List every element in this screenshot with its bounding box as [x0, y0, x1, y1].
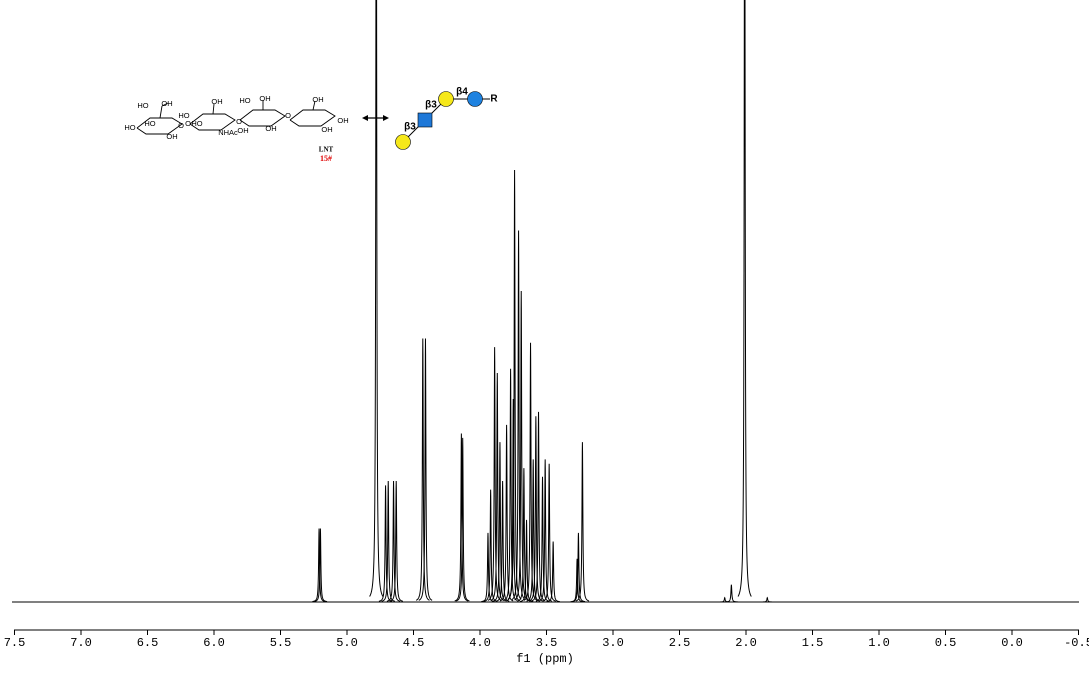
x-tick-label: 1.0 [868, 636, 890, 650]
glycan-label: β4 [456, 87, 468, 98]
glycan-label: R [490, 94, 498, 105]
peak [418, 338, 433, 601]
peak [760, 596, 774, 603]
x-tick-label: 6.0 [203, 636, 225, 650]
atom-label: HO [239, 96, 250, 105]
peak [542, 463, 556, 602]
x-tick-label: 7.0 [70, 636, 92, 650]
atom-label: O [185, 119, 191, 128]
peak [538, 459, 552, 602]
atom-label: OH [237, 126, 248, 135]
peak [506, 398, 521, 602]
glycan-label: β3 [425, 100, 437, 111]
galactose [438, 91, 454, 107]
x-tick-label: 2.0 [735, 636, 757, 650]
peak [718, 596, 732, 603]
peak [737, 0, 752, 597]
x-tick-label: 3.5 [536, 636, 558, 650]
glycan-label: β3 [404, 122, 416, 133]
x-tick-label: 5.5 [270, 636, 292, 650]
x-tick-label: 1.5 [802, 636, 824, 650]
peak [535, 476, 550, 602]
peak [378, 485, 393, 602]
x-axis-label: f1 (ppm) [516, 652, 574, 666]
atom-label: O [178, 121, 184, 130]
peak [575, 442, 590, 602]
atom-label: HO [144, 119, 155, 128]
x-tick-label: 0.0 [1001, 636, 1023, 650]
peak [490, 373, 505, 601]
peak [415, 338, 430, 601]
peak [519, 519, 534, 602]
peak [514, 290, 529, 601]
glucose [467, 91, 483, 107]
x-tick-label: 4.0 [469, 636, 491, 650]
atom-label: OH [161, 99, 172, 108]
peak [369, 0, 384, 597]
peak [381, 481, 395, 602]
x-tick-label: 4.5 [403, 636, 425, 650]
atom-label: OH [312, 95, 323, 104]
peak [499, 424, 514, 602]
atom-label: OH [265, 124, 276, 133]
atom-label: OH [211, 97, 222, 106]
x-tick-label: 2.5 [669, 636, 691, 650]
peak [454, 433, 469, 602]
atom-label: O [236, 117, 242, 126]
peak [313, 528, 328, 603]
peak [511, 230, 526, 601]
peak [571, 532, 586, 603]
atom-label: HO [137, 101, 148, 110]
atom-label: HO [178, 111, 189, 120]
peak [507, 169, 522, 600]
atom-label: HO [124, 123, 135, 132]
structure-code: 15# [320, 154, 332, 163]
x-tick-label: 5.0 [336, 636, 358, 650]
galactose [395, 134, 411, 150]
peak [455, 437, 470, 602]
peak [724, 584, 739, 603]
atom-label: NHAc [218, 128, 238, 137]
x-tick-label: -0.5 [1064, 636, 1089, 650]
peak [529, 416, 543, 602]
x-tick-label: 3.0 [602, 636, 624, 650]
peak [531, 411, 546, 602]
atom-label: OH [337, 116, 348, 125]
atom-label: OH [166, 132, 177, 141]
x-tick-label: 0.5 [935, 636, 957, 650]
atom-label: HO [191, 119, 202, 128]
peak [546, 541, 560, 603]
peak [389, 481, 403, 602]
peak [481, 532, 495, 603]
structure-name: LNT [319, 146, 334, 154]
peak [386, 481, 401, 602]
peak [503, 368, 518, 601]
atom-label: O [285, 111, 291, 120]
atom-label: OH [259, 94, 270, 103]
x-tick-label: 6.5 [137, 636, 159, 650]
atom-label: OH [321, 125, 332, 134]
spectrum [312, 0, 774, 603]
x-tick-label: 7.5 [4, 636, 26, 650]
glcnac [417, 112, 433, 128]
